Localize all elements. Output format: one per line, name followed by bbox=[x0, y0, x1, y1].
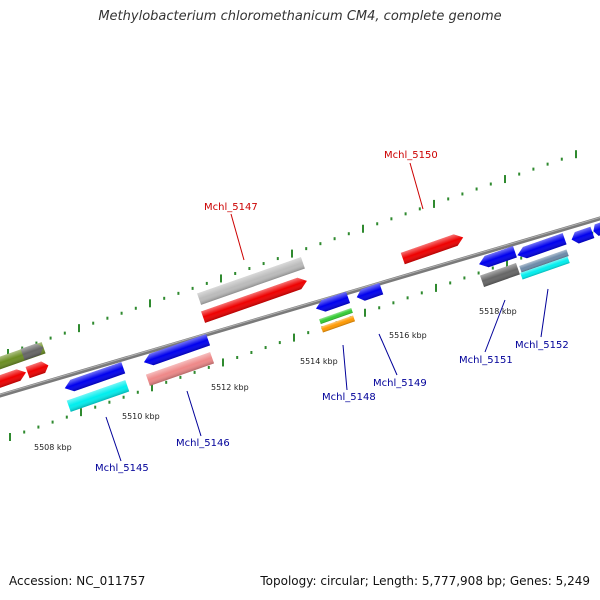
gene-blue-5146 bbox=[143, 334, 211, 366]
gene-orange-5148-shade bbox=[320, 315, 356, 333]
gene-blue-5152 bbox=[517, 233, 567, 259]
kbp-label-5514: 5514 kbp bbox=[300, 357, 338, 366]
gene-blue-5148 bbox=[315, 291, 351, 312]
genome-backbone bbox=[0, 216, 600, 398]
gene-steel-5152 bbox=[519, 249, 569, 273]
kbp-label-5510: 5510 kbp bbox=[122, 412, 160, 421]
gene-label-mchl-5149: Mchl_5149 bbox=[373, 378, 427, 389]
gene-blue-5149 bbox=[356, 283, 384, 301]
gene-cyan-5152-shade bbox=[520, 256, 570, 280]
gene-blue-5145 bbox=[64, 362, 126, 392]
labels: 5508 kbp 5510 kbp 5512 kbp 5514 kbp 5516… bbox=[34, 150, 569, 474]
gene-blue-right-b-shade bbox=[593, 221, 600, 236]
gene-blue-5149-shade bbox=[356, 283, 384, 301]
kbp-label-5512: 5512 kbp bbox=[211, 383, 249, 392]
leader-5151 bbox=[484, 299, 506, 353]
kbp-label-5516: 5516 kbp bbox=[389, 331, 427, 340]
gene-orange-5148 bbox=[320, 315, 356, 333]
gene-red-left-b-shade bbox=[25, 361, 49, 379]
kbp-label-5518: 5518 kbp bbox=[479, 307, 517, 316]
gene-blue-right-b bbox=[593, 221, 600, 236]
gene-darkgrey-5151-shade bbox=[480, 263, 520, 287]
gene-label-mchl-5150: Mchl_5150 bbox=[384, 150, 438, 161]
gene-pink-5146 bbox=[145, 352, 215, 386]
genome-summary-text: Topology: circular; Length: 5,777,908 bp… bbox=[260, 574, 590, 588]
map-title: Methylobacterium chloromethanicum CM4, c… bbox=[98, 9, 502, 24]
gene-grey-5147 bbox=[197, 257, 305, 305]
gene-red-5150 bbox=[400, 234, 464, 265]
gene-blue-5148-shade bbox=[315, 291, 351, 312]
gene-blue-5152-shade bbox=[517, 233, 567, 259]
kbp-label-5508: 5508 kbp bbox=[34, 443, 72, 452]
gene-green-5148 bbox=[319, 308, 353, 324]
gene-pink-5146-shade bbox=[145, 352, 215, 386]
gene-cyan-5145 bbox=[66, 380, 130, 412]
gene-blue-right-a-shade bbox=[571, 226, 595, 244]
gene-grey-5147-shade bbox=[197, 257, 305, 305]
gene-blue-right-a bbox=[571, 226, 595, 244]
accession-text: Accession: NC_011757 bbox=[9, 574, 146, 588]
leader-5148 bbox=[342, 344, 348, 391]
gene-label-mchl-5145: Mchl_5145 bbox=[95, 463, 149, 474]
leader-5152 bbox=[540, 288, 549, 338]
tick-marks bbox=[0, 150, 600, 441]
gene-grey-left bbox=[20, 343, 44, 361]
leader-5149 bbox=[378, 333, 398, 376]
gene-steel-5152-shade bbox=[519, 249, 569, 273]
gene-red-left-b bbox=[25, 361, 49, 379]
gene-red-5147-shade bbox=[201, 277, 307, 323]
gene-blue-5151 bbox=[479, 246, 517, 268]
gene-label-mchl-5152: Mchl_5152 bbox=[515, 340, 569, 351]
gene-blue-5146-shade bbox=[143, 334, 211, 366]
gene-red-left-a bbox=[0, 369, 27, 390]
genome-backbone-highlight bbox=[0, 216, 600, 396]
leader-5150 bbox=[409, 162, 424, 210]
label-leader-lines bbox=[105, 162, 549, 462]
gene-label-mchl-5147: Mchl_5147 bbox=[204, 202, 258, 213]
gene-grey-left-shade bbox=[20, 343, 44, 361]
gene-blue-5145-shade bbox=[64, 362, 126, 392]
gene-cyan-5152 bbox=[520, 256, 570, 280]
gene-features bbox=[0, 221, 600, 412]
gene-red-left-a-shade bbox=[0, 369, 27, 390]
gene-red-5150-shade bbox=[400, 234, 464, 265]
gene-label-mchl-5146: Mchl_5146 bbox=[176, 438, 230, 449]
leader-5145 bbox=[105, 416, 122, 462]
gene-red-5147 bbox=[201, 277, 307, 323]
gene-cyan-5145-shade bbox=[66, 380, 130, 412]
gene-label-mchl-5151: Mchl_5151 bbox=[459, 355, 513, 366]
gene-blue-5151-shade bbox=[479, 246, 517, 268]
leader-5147 bbox=[230, 213, 245, 261]
gene-darkgrey-5151 bbox=[480, 263, 520, 287]
leader-5146 bbox=[186, 390, 202, 437]
gene-green-5148-shade bbox=[319, 308, 353, 324]
gene-label-mchl-5148: Mchl_5148 bbox=[322, 392, 376, 403]
